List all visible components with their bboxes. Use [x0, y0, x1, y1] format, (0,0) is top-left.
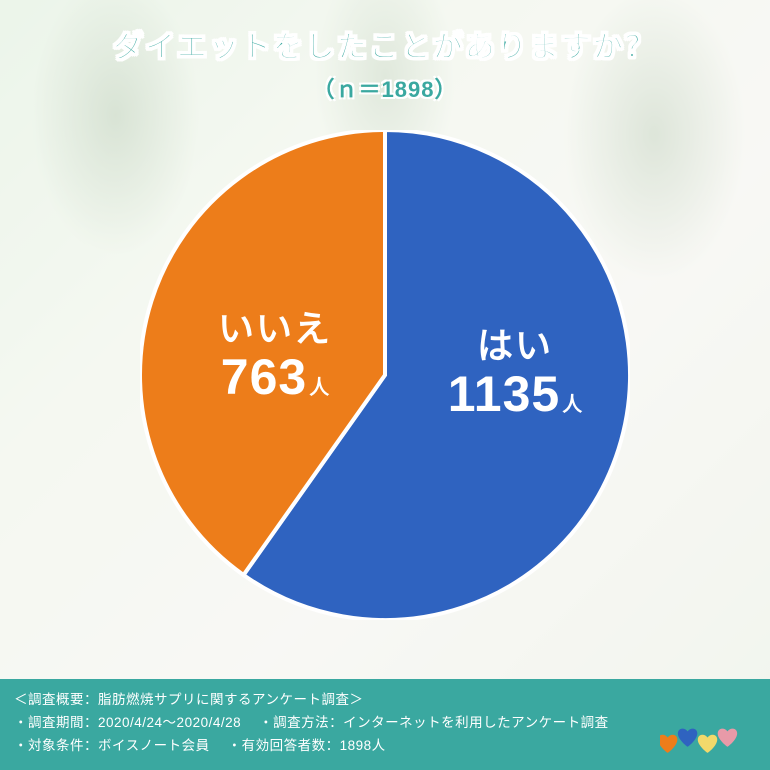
slice-label-no: いいえ 763人: [185, 308, 365, 407]
slice-yes-value: 1135: [448, 366, 560, 422]
content-area: ダイエットをしたことがありますか？ （ｎ＝1898） はい 1135人 いいえ …: [0, 0, 770, 770]
slice-no-unit: 人: [309, 377, 329, 399]
slice-no-answer: いいえ: [185, 308, 365, 349]
page-title: ダイエットをしたことがありますか？: [0, 0, 770, 66]
logo-heart-2: [698, 735, 717, 753]
logo-heart-1: [678, 729, 697, 747]
slice-yes-answer: はい: [415, 325, 615, 366]
slice-no-value: 763: [221, 349, 307, 405]
logo-heart-3: [718, 729, 737, 747]
footer-method: ・調査方法：インターネットを利用したアンケート調査: [259, 715, 608, 730]
footer-respondents: ・有効回答者数：1898人: [228, 738, 386, 753]
footer-line-3: ・対象条件：ボイスノート会員 ・有効回答者数：1898人: [14, 735, 756, 758]
slice-label-yes: はい 1135人: [415, 325, 615, 424]
footer-target: ・対象条件：ボイスノート会員: [14, 738, 210, 753]
sample-size: （ｎ＝1898）: [0, 72, 770, 104]
slice-yes-unit: 人: [562, 394, 582, 416]
footer-line-2: ・調査期間：2020/4/24～2020/4/28 ・調査方法：インターネットを利…: [14, 712, 756, 735]
logo-heart-0: [660, 735, 677, 753]
survey-footer: ＜調査概要：脂肪燃焼サプリに関するアンケート調査＞ ・調査期間：2020/4/2…: [0, 679, 770, 770]
pie-chart: はい 1135人 いいえ 763人: [140, 130, 630, 620]
brand-logo: [660, 714, 752, 758]
footer-period: ・調査期間：2020/4/24～2020/4/28: [14, 715, 241, 730]
footer-line-1: ＜調査概要：脂肪燃焼サプリに関するアンケート調査＞: [14, 689, 756, 712]
